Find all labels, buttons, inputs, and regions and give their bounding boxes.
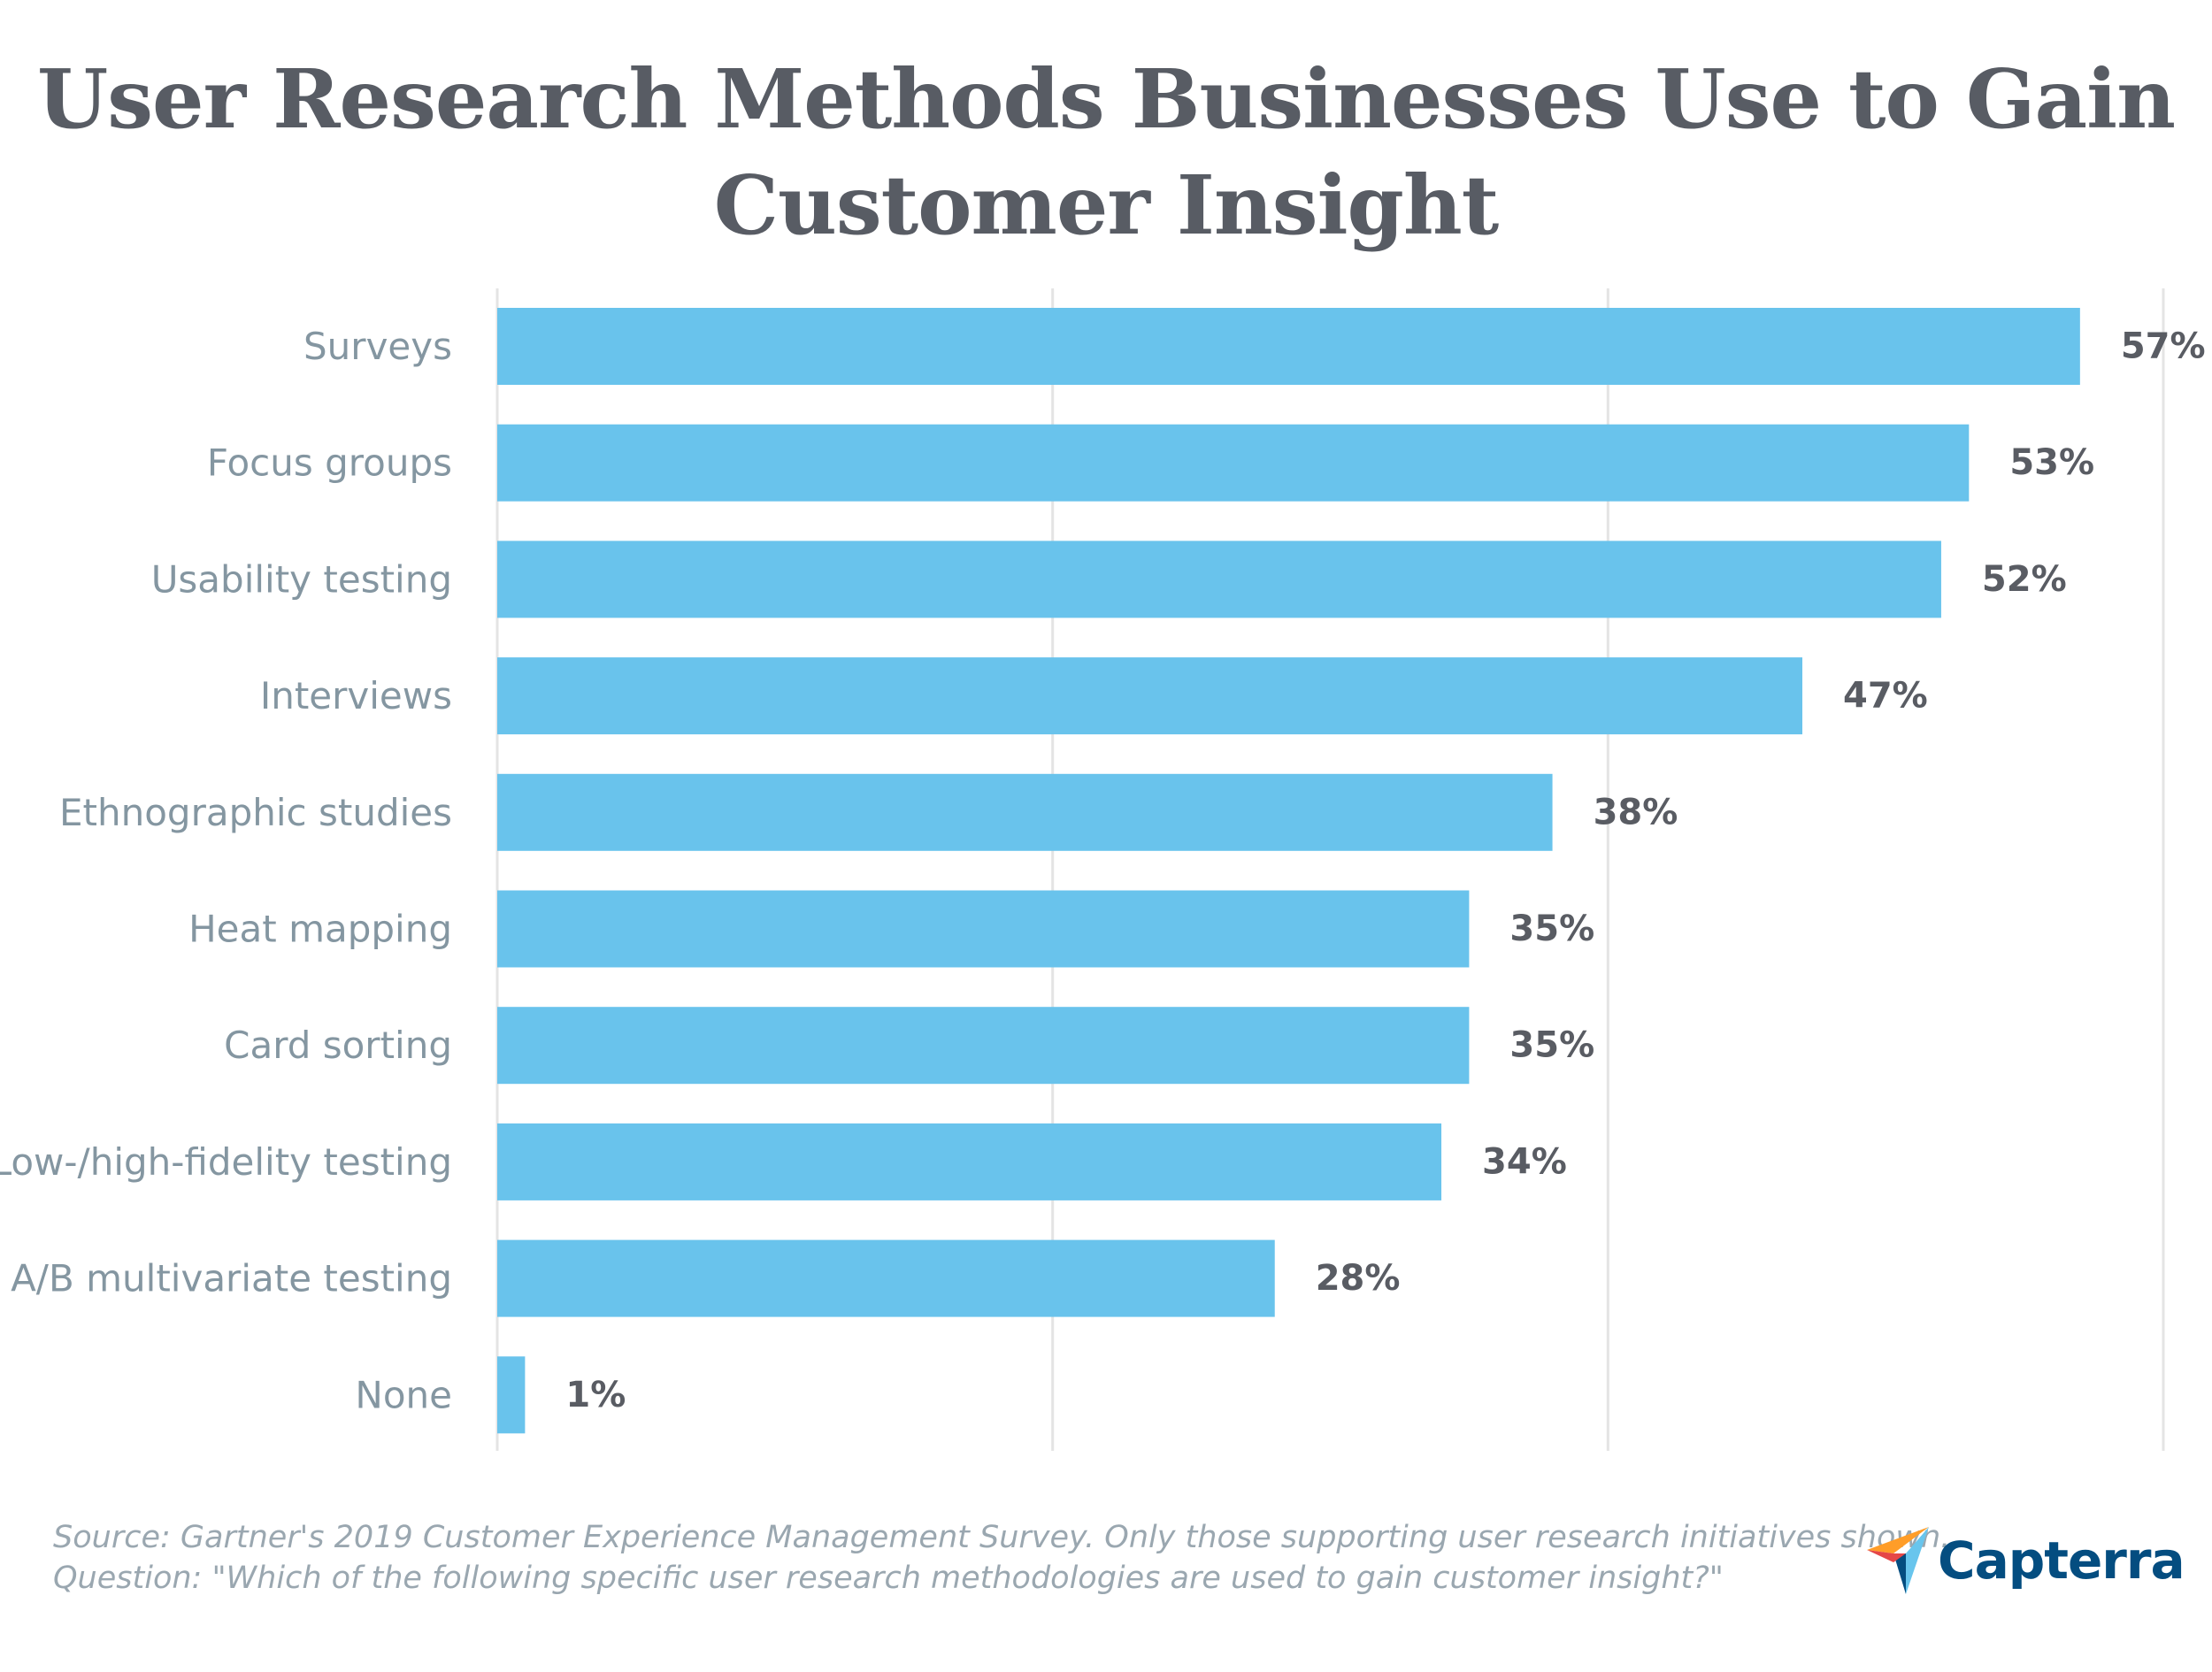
category-label: Surveys <box>303 325 452 368</box>
capterra-logo: Capterra <box>1867 1527 2185 1594</box>
category-label: Ethnographic studies <box>59 791 452 834</box>
source-note: Source: Gartner's 2019 Customer Experien… <box>53 1517 1950 1599</box>
category-label: Focus groups <box>207 441 452 485</box>
bar <box>497 773 1553 851</box>
value-label: 28% <box>1316 1258 1401 1299</box>
value-labels: 57% 53% 52% 47% 38% 35% 35% 34% 28% 1% <box>565 326 2205 1415</box>
logo-text: Capterra <box>1938 1530 2185 1591</box>
chart-title-line-2: Customer Insight <box>713 157 1500 253</box>
value-label: 1% <box>565 1375 626 1415</box>
category-label: Interviews <box>260 674 452 717</box>
value-label: 35% <box>1509 1025 1594 1066</box>
chart-title-line-1: User Research Methods Businesses Use to … <box>37 51 2176 147</box>
value-label: 53% <box>2009 442 2094 483</box>
capterra-arrow-icon <box>1867 1527 1929 1594</box>
bar <box>497 1123 1442 1200</box>
bar <box>497 1007 1470 1085</box>
value-label: 57% <box>2121 326 2206 367</box>
value-label: 38% <box>1594 792 1678 832</box>
bar <box>497 1356 526 1434</box>
bar <box>497 890 1470 968</box>
bar <box>497 424 1970 502</box>
question-line: Question: "Which of the following specif… <box>53 1561 1724 1596</box>
category-label: Low-/high-fidelity testing <box>0 1140 452 1184</box>
bars <box>497 308 2080 1434</box>
bar <box>497 1239 1275 1317</box>
bar <box>497 308 2080 385</box>
chart-title: User Research Methods Businesses Use to … <box>0 46 2212 258</box>
category-label: None <box>355 1373 452 1416</box>
bar <box>497 657 1803 735</box>
value-label: 52% <box>1982 559 2067 600</box>
category-label: A/B multivariate testing <box>11 1257 452 1300</box>
bar <box>497 541 1941 618</box>
source-line: Source: Gartner's 2019 Customer Experien… <box>53 1520 1951 1555</box>
bar-chart: Surveys Focus groups Usability testing Inte… <box>0 288 2206 1451</box>
value-label: 34% <box>1482 1141 1567 1182</box>
category-labels: Surveys Focus groups Usability testing Inte… <box>0 325 452 1416</box>
category-label: Heat mapping <box>188 908 452 951</box>
value-label: 47% <box>1843 676 1928 717</box>
category-label: Usability testing <box>151 557 452 601</box>
value-label: 35% <box>1509 909 1594 949</box>
category-label: Card sorting <box>224 1024 452 1067</box>
